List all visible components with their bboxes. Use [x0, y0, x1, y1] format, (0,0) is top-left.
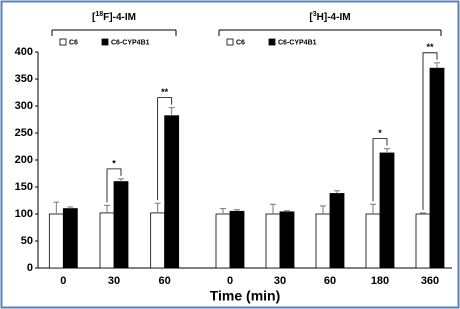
legend-swatch	[268, 38, 276, 46]
title-part: [	[309, 12, 313, 23]
x-tick-label: 0	[60, 275, 66, 287]
title-sup: 3	[313, 11, 317, 18]
x-tick-label: 30	[108, 275, 120, 287]
bar	[150, 212, 166, 269]
title-part: H]-4-IM	[317, 12, 351, 23]
bar	[415, 213, 431, 269]
legend-label: C6-CYP4B1	[111, 39, 150, 46]
bar	[99, 212, 115, 269]
legend-label: C6	[69, 39, 78, 46]
bar	[365, 213, 381, 269]
bar	[315, 213, 331, 269]
y-tick-label: 400	[15, 46, 33, 58]
bar	[215, 213, 231, 269]
title-sup: 18	[95, 11, 103, 18]
y-tick-label: 350	[15, 73, 33, 85]
bar	[62, 208, 78, 269]
y-tick-label: 250	[15, 127, 33, 139]
bar	[265, 213, 281, 269]
x-tick-label: 30	[274, 275, 286, 287]
significance-label: **	[426, 42, 434, 52]
legend-label: C6-CYP4B1	[278, 39, 317, 46]
x-tick-label: 360	[421, 275, 439, 287]
y-tick-label: 100	[15, 208, 33, 220]
y-tick-label: 150	[15, 181, 33, 193]
x-tick-label: 0	[227, 275, 233, 287]
bar	[113, 181, 129, 269]
bar	[229, 210, 245, 269]
y-tick-label: 50	[21, 235, 33, 247]
significance-label: *	[112, 158, 116, 168]
y-tick-label: 300	[15, 100, 33, 112]
bar	[329, 193, 345, 269]
y-tick-label: 0	[27, 262, 33, 274]
significance-bracket	[106, 168, 122, 203]
legend-swatch	[59, 38, 67, 46]
significance-bracket	[422, 52, 438, 210]
x-tick-label: 60	[324, 275, 336, 287]
legend-swatch	[226, 38, 234, 46]
panel-title: [18F]-4-IM	[92, 11, 136, 23]
y-tick-label: 200	[15, 154, 33, 166]
significance-label: *	[378, 128, 382, 138]
bar	[48, 213, 64, 269]
legend-label: C6	[236, 39, 245, 46]
panel-title: [3H]-4-IM	[309, 11, 350, 23]
significance-label: **	[161, 87, 169, 97]
bar	[379, 152, 395, 269]
x-tick-label: 60	[159, 275, 171, 287]
x-tick-label: 180	[371, 275, 389, 287]
title-part: F]-4-IM	[103, 12, 136, 23]
bar	[429, 67, 445, 269]
bar	[164, 115, 180, 269]
significance-bracket	[157, 97, 173, 201]
legend-swatch	[101, 38, 109, 46]
bar	[279, 211, 295, 269]
title-part: [	[92, 12, 96, 23]
significance-bracket	[372, 138, 388, 202]
x-axis-label: Time (min)	[210, 288, 281, 304]
